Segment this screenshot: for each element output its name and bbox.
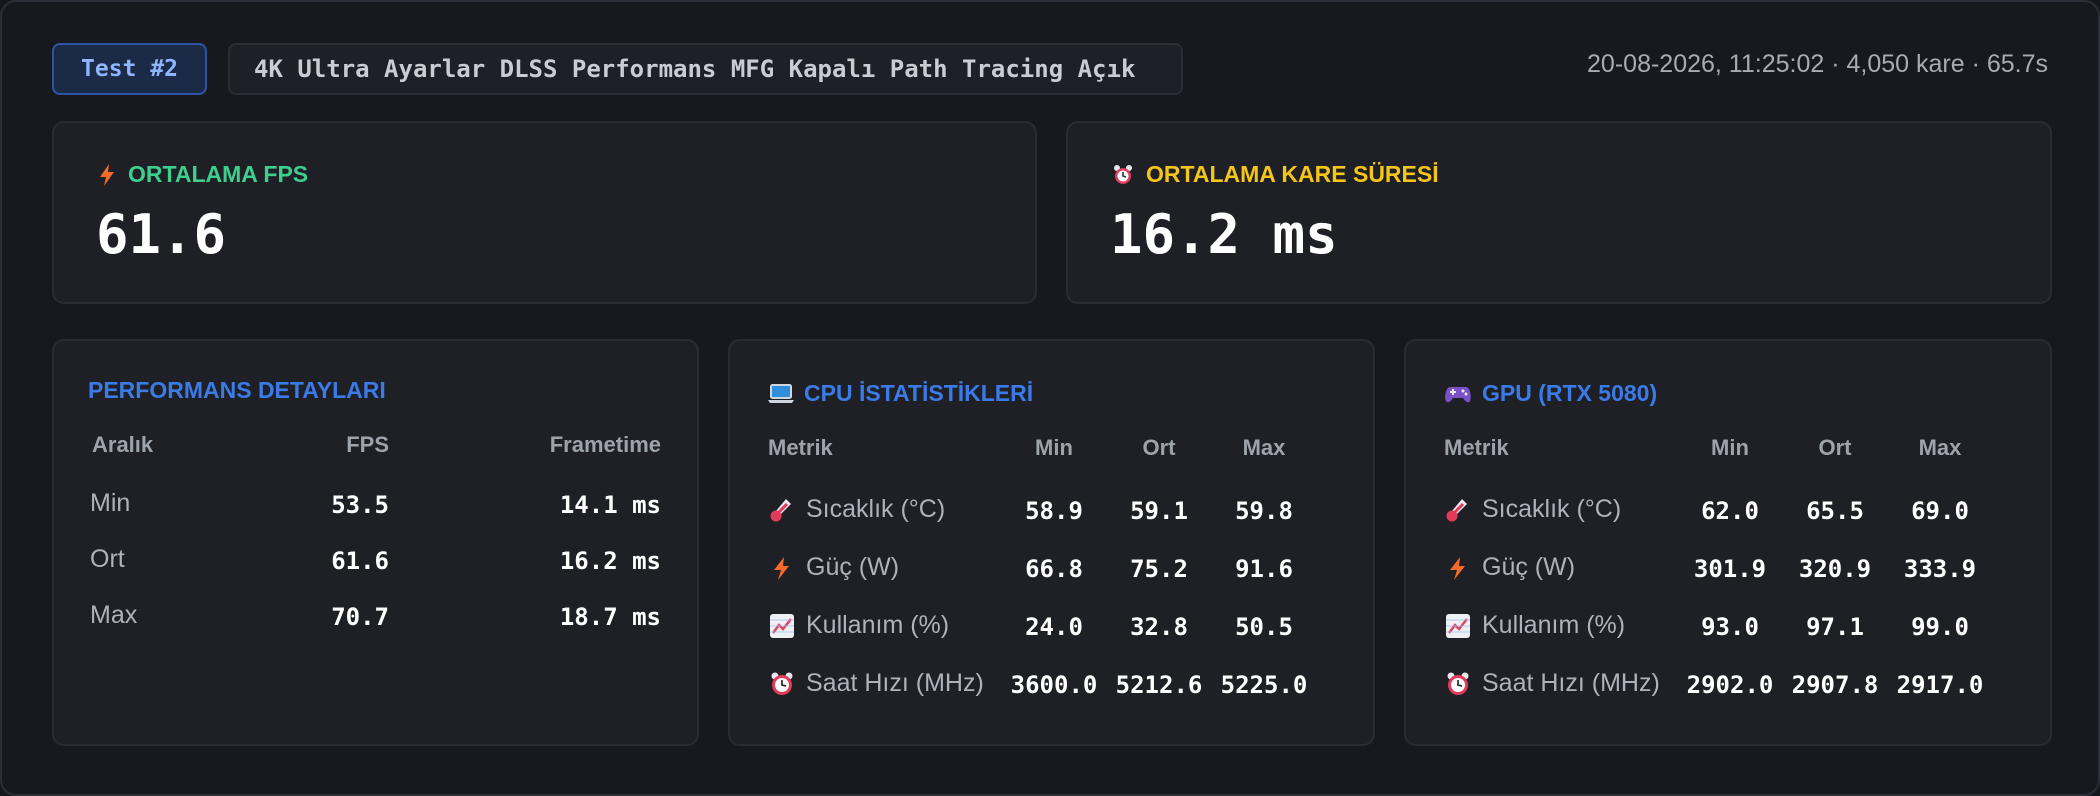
cpu-stats-title: CPU İSTATİSTİKLERİ (804, 380, 1034, 406)
test-config-label: 4K Ultra Ayarlar DLSS Performans MFG Kap… (228, 43, 1183, 95)
avg-frametime-card: ORTALAMA KARE SÜRESİ 16.2 ms (1066, 121, 2052, 304)
cpu-max-value: 59.8 (1235, 497, 1293, 525)
cpu-avg-value: 5212.6 (1115, 671, 1203, 699)
cpu-row-label: Kullanım (%) (806, 611, 950, 639)
column-header-range: Aralık (92, 432, 154, 457)
gpu-max-value: 2917.0 (1896, 671, 1984, 699)
performance-row-label: Ort (90, 545, 125, 573)
cpu-min-value: 24.0 (1025, 613, 1083, 641)
gpu-row-temperature: Sıcaklık (°C) (1444, 495, 1621, 524)
gpu-row-clock: Saat Hızı (MHz) (1444, 669, 1660, 698)
test-number-badge: Test #2 (52, 43, 207, 95)
alarm-clock-icon (1444, 670, 1472, 698)
cpu-row-power: Güç (W) (768, 553, 899, 582)
cpu-row-label: Saat Hızı (MHz) (806, 669, 984, 697)
avg-fps-value: 61.6 (96, 203, 227, 266)
cpu-stats-card: CPU İSTATİSTİKLERİ Metrik Min Ort Max Sı… (728, 339, 1375, 746)
cpu-row-usage: Kullanım (%) (768, 611, 949, 640)
column-header-max: Max (1242, 435, 1286, 460)
gpu-stats-title: GPU (RTX 5080) (1482, 380, 1658, 406)
thermometer-icon (768, 496, 796, 524)
gpu-row-power: Güç (W) (1444, 553, 1575, 582)
avg-frametime-label: ORTALAMA KARE SÜRESİ (1146, 161, 1439, 187)
column-header-metric: Metrik (768, 435, 833, 460)
cpu-row-label: Sıcaklık (°C) (806, 495, 946, 523)
gpu-stats-card: GPU (RTX 5080) Metrik Min Ort Max Sıcakl… (1404, 339, 2052, 746)
gpu-avg-value: 97.1 (1806, 613, 1864, 641)
performance-frametime-value: 18.7 ms (559, 603, 661, 631)
gpu-min-value: 301.9 (1693, 555, 1767, 583)
gamepad-icon (1444, 383, 1472, 405)
gpu-avg-value: 320.9 (1798, 555, 1872, 583)
avg-fps-label-row: ORTALAMA FPS (98, 161, 308, 188)
gpu-avg-value: 2907.8 (1791, 671, 1879, 699)
thermometer-icon (1444, 496, 1472, 524)
cpu-max-value: 50.5 (1235, 613, 1293, 641)
cpu-stats-table: Metrik Min Ort Max Sıcaklık (°C) 58.9 59… (730, 341, 1373, 744)
chart-increasing-icon (768, 612, 796, 640)
performance-table: Aralık FPS Frametime Min 53.5 14.1 ms Or… (54, 341, 697, 744)
avg-fps-label: ORTALAMA FPS (128, 161, 309, 187)
cpu-row-label: Güç (W) (806, 553, 900, 581)
cpu-min-value: 3600.0 (1010, 671, 1098, 699)
laptop-icon (768, 383, 794, 405)
gpu-min-value: 93.0 (1701, 613, 1759, 641)
cpu-avg-value: 75.2 (1130, 555, 1188, 583)
gpu-min-value: 62.0 (1701, 497, 1759, 525)
performance-fps-value: 53.5 (331, 491, 389, 519)
gpu-max-value: 333.9 (1903, 555, 1977, 583)
performance-frametime-value: 16.2 ms (559, 547, 661, 575)
cpu-row-clock: Saat Hızı (MHz) (768, 669, 984, 698)
column-header-max: Max (1918, 435, 1962, 460)
cpu-max-value: 91.6 (1235, 555, 1293, 583)
gpu-max-value: 69.0 (1911, 497, 1969, 525)
cpu-min-value: 58.9 (1025, 497, 1083, 525)
avg-fps-card: ORTALAMA FPS 61.6 (52, 121, 1037, 304)
bolt-icon (1444, 554, 1472, 582)
performance-fps-value: 61.6 (331, 547, 389, 575)
avg-frametime-value: 16.2 ms (1110, 203, 1338, 266)
gpu-avg-value: 65.5 (1806, 497, 1864, 525)
performance-row-label: Min (90, 489, 131, 517)
gpu-row-label: Güç (W) (1482, 553, 1576, 581)
column-header-avg: Ort (1818, 435, 1852, 460)
bolt-icon (768, 554, 796, 582)
cpu-avg-value: 59.1 (1130, 497, 1188, 525)
performance-details-card: PERFORMANS DETAYLARI Aralık FPS Frametim… (52, 339, 699, 746)
gpu-stats-table: Metrik Min Ort Max Sıcaklık (°C) 62.0 65… (1406, 341, 2050, 744)
gpu-stats-title-row: GPU (RTX 5080) (1444, 380, 1657, 407)
alarm-clock-icon (768, 670, 796, 698)
performance-frametime-value: 14.1 ms (559, 491, 661, 519)
alarm-clock-icon (1112, 164, 1134, 186)
performance-details-title: PERFORMANS DETAYLARI (88, 377, 386, 403)
cpu-min-value: 66.8 (1025, 555, 1083, 583)
cpu-avg-value: 32.8 (1130, 613, 1188, 641)
column-header-metric: Metrik (1444, 435, 1509, 460)
gpu-max-value: 99.0 (1911, 613, 1969, 641)
cpu-max-value: 5225.0 (1220, 671, 1308, 699)
gpu-row-label: Kullanım (%) (1482, 611, 1626, 639)
performance-fps-value: 70.7 (331, 603, 389, 631)
gpu-min-value: 2902.0 (1686, 671, 1774, 699)
gpu-row-label: Saat Hızı (MHz) (1482, 669, 1660, 697)
bolt-icon (98, 163, 116, 187)
chart-increasing-icon (1444, 612, 1472, 640)
column-header-frametime: Frametime (549, 432, 661, 457)
column-header-avg: Ort (1142, 435, 1176, 460)
column-header-min: Min (1711, 435, 1749, 460)
test-meta-info: 20-08-2026, 11:25:02 · 4,050 kare · 65.7… (1587, 50, 2048, 78)
cpu-row-temperature: Sıcaklık (°C) (768, 495, 945, 524)
column-header-min: Min (1035, 435, 1073, 460)
performance-row-label: Max (90, 601, 138, 629)
cpu-stats-title-row: CPU İSTATİSTİKLERİ (768, 380, 1033, 407)
gpu-row-usage: Kullanım (%) (1444, 611, 1625, 640)
column-header-fps: FPS (346, 432, 389, 457)
gpu-row-label: Sıcaklık (°C) (1482, 495, 1622, 523)
avg-frametime-label-row: ORTALAMA KARE SÜRESİ (1112, 161, 1439, 188)
